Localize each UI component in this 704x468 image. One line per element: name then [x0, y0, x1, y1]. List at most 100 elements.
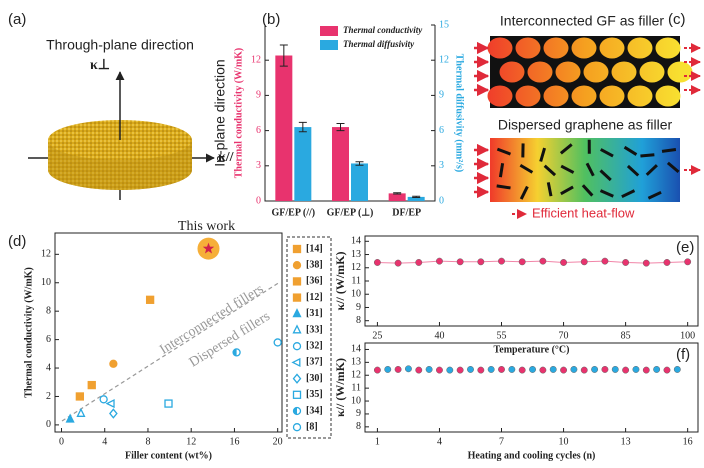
legend-label: [34]	[306, 405, 323, 416]
marker-circle	[518, 258, 526, 266]
y-tick-label: 8	[356, 421, 361, 432]
marker-circle	[394, 365, 402, 373]
filler-blob	[627, 85, 653, 107]
filler-blob	[543, 85, 569, 107]
y-tick-label: 4	[46, 362, 51, 373]
graphene-sheet	[498, 163, 505, 178]
legend-label: [32]	[306, 340, 323, 351]
marker-circle	[539, 257, 547, 265]
error-bar	[298, 121, 307, 133]
panel-label: (b)	[262, 11, 280, 28]
legend-marker	[292, 423, 302, 432]
legend-marker	[292, 261, 302, 270]
marker-circle	[436, 257, 443, 265]
x-tick-label: 0	[59, 436, 64, 447]
error-bar	[393, 192, 402, 195]
bar	[351, 163, 368, 201]
axis-frame	[364, 235, 699, 327]
marker-circle	[109, 359, 118, 368]
graphene-sheet	[666, 161, 680, 174]
graphene-sheet	[519, 185, 529, 200]
panel-c: (c) Interconnected GF as filler Disperse…	[474, 11, 701, 220]
marker-circle	[539, 366, 547, 374]
graphene-sheet	[496, 184, 511, 190]
graphene-sheet	[559, 143, 573, 155]
x-tick-label: 4	[437, 436, 442, 447]
x-tick-label: 55	[497, 330, 507, 341]
filler-blob	[487, 85, 513, 107]
marker-circle	[570, 365, 578, 373]
y-tick-label: 13	[351, 357, 361, 368]
x-tick-label: 12	[186, 436, 196, 447]
y-tick-label: 2	[46, 391, 51, 402]
marker-circle	[508, 365, 516, 373]
x-tick-label: GF/EP (//)	[272, 207, 316, 218]
marker-circle	[487, 365, 495, 373]
panel-title: Interconnected GF as filler	[500, 13, 665, 29]
y-tick-label: 14	[351, 236, 361, 247]
marker-triangle	[76, 407, 86, 417]
marker-square	[145, 295, 155, 304]
legend-box	[286, 236, 332, 439]
graphene-sheet	[546, 182, 553, 197]
marker-circle	[663, 366, 671, 374]
graphene-sheet	[647, 190, 662, 200]
x-tick-label: 1	[375, 436, 380, 447]
graphene-sheet	[543, 164, 557, 177]
filler-blob	[639, 61, 665, 83]
y-tick-label: 12	[351, 262, 361, 273]
y-tick-label: 9	[256, 90, 261, 101]
graphene-sheet	[560, 185, 574, 196]
graphene-sheet	[496, 147, 512, 156]
marker-triangle	[105, 399, 115, 409]
marker-square	[75, 392, 85, 401]
graphene-sheet	[626, 164, 640, 177]
y-tick-label: 12	[351, 370, 361, 381]
filler-blob	[499, 61, 525, 83]
graphene-sheet	[661, 147, 677, 153]
marker-circle	[622, 259, 630, 266]
annotation: This work	[178, 219, 235, 234]
marker-circle	[673, 365, 681, 373]
x-tick-label: 100	[680, 330, 695, 341]
error-bar	[412, 195, 421, 198]
x-tick-label: 16	[683, 436, 693, 447]
marker-circle	[560, 366, 568, 374]
marker-circle	[549, 365, 557, 373]
x-tick-label: 40	[434, 330, 444, 341]
y2-tick-label: 6	[439, 125, 444, 136]
legend-label: Thermal diffusivity	[343, 39, 415, 49]
legend-label: [30]	[306, 373, 323, 384]
error-bar	[355, 161, 364, 166]
filler-blob	[627, 37, 653, 59]
panel-label: (c)	[668, 11, 686, 28]
blob-group	[487, 37, 693, 107]
legend-marker	[292, 277, 302, 286]
axis-frame	[54, 232, 283, 433]
legend-label: [37]	[306, 357, 323, 368]
legend-label: Thermal conductivity	[343, 25, 423, 35]
filler-blob	[527, 61, 553, 83]
y2-tick-label: 15	[439, 19, 449, 30]
legend-marker	[292, 244, 302, 254]
marker-half	[293, 407, 297, 415]
marker-triangle	[65, 413, 75, 423]
marker-circle	[622, 366, 630, 374]
bar	[332, 127, 349, 201]
graphene-sheet	[560, 164, 575, 174]
x-tick-label: 20	[273, 436, 283, 447]
marker-diamond	[109, 408, 118, 419]
marker-circle	[446, 366, 454, 374]
marker-circle	[273, 338, 282, 347]
y-tick-label: 6	[46, 334, 51, 345]
graphene-sheet	[645, 164, 658, 176]
y-tick-label: 0	[46, 419, 51, 430]
panel-title: Dispersed graphene as filler	[498, 117, 673, 133]
y-axis-label: κ// (W/mK)	[333, 252, 347, 311]
y-axis-label: Thermal conductivity (W/mK)	[23, 267, 34, 398]
marker-circle	[580, 258, 588, 266]
y2-tick-label: 12	[439, 54, 449, 65]
bar	[294, 127, 312, 201]
marker-circle	[684, 258, 692, 266]
